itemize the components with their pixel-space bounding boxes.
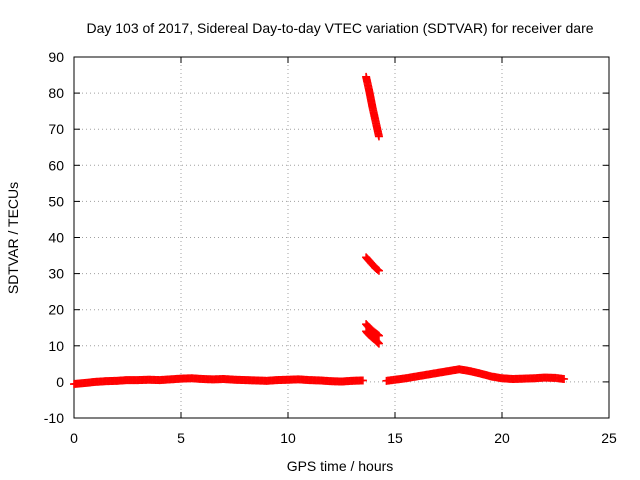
axis-ticks [73, 56, 610, 419]
y-tick-label: 20 [48, 302, 64, 318]
x-tick-label: 15 [387, 430, 403, 446]
y-tick-label: -10 [44, 410, 64, 426]
tick-labels: 0 5 10 15 20 25 -10 0 10 20 30 40 50 60 70 80 90 [44, 49, 617, 446]
x-tick-label: 10 [280, 430, 296, 446]
y-tick-label: 40 [48, 230, 64, 246]
data-point [373, 338, 382, 347]
data-point [374, 331, 383, 340]
y-tick-label: 50 [48, 193, 64, 209]
data-point [374, 339, 383, 348]
chart-title: Day 103 of 2017, Sidereal Day-to-day VTE… [86, 20, 593, 36]
x-tick-label: 0 [70, 430, 78, 446]
data-point [358, 376, 367, 385]
data-point [373, 330, 382, 339]
grid [74, 57, 609, 418]
x-tick-label: 5 [177, 430, 185, 446]
y-tick-label: 80 [48, 85, 64, 101]
x-axis-label: GPS time / hours [287, 458, 394, 474]
y-tick-label: 60 [48, 157, 64, 173]
data-points [70, 72, 569, 389]
data-point [374, 266, 383, 275]
y-tick-label: 30 [48, 266, 64, 282]
y-tick-label: 70 [48, 121, 64, 137]
data-point [374, 338, 383, 347]
data-point [373, 265, 382, 274]
data-point [374, 132, 383, 141]
y-tick-label: 90 [48, 49, 64, 65]
data-point [560, 375, 569, 384]
y-tick-label: 0 [56, 374, 64, 390]
x-tick-label: 20 [494, 430, 510, 446]
y-axis-label: SDTVAR / TECUs [5, 182, 21, 294]
x-tick-label: 25 [601, 430, 617, 446]
y-tick-label: 10 [48, 338, 64, 354]
